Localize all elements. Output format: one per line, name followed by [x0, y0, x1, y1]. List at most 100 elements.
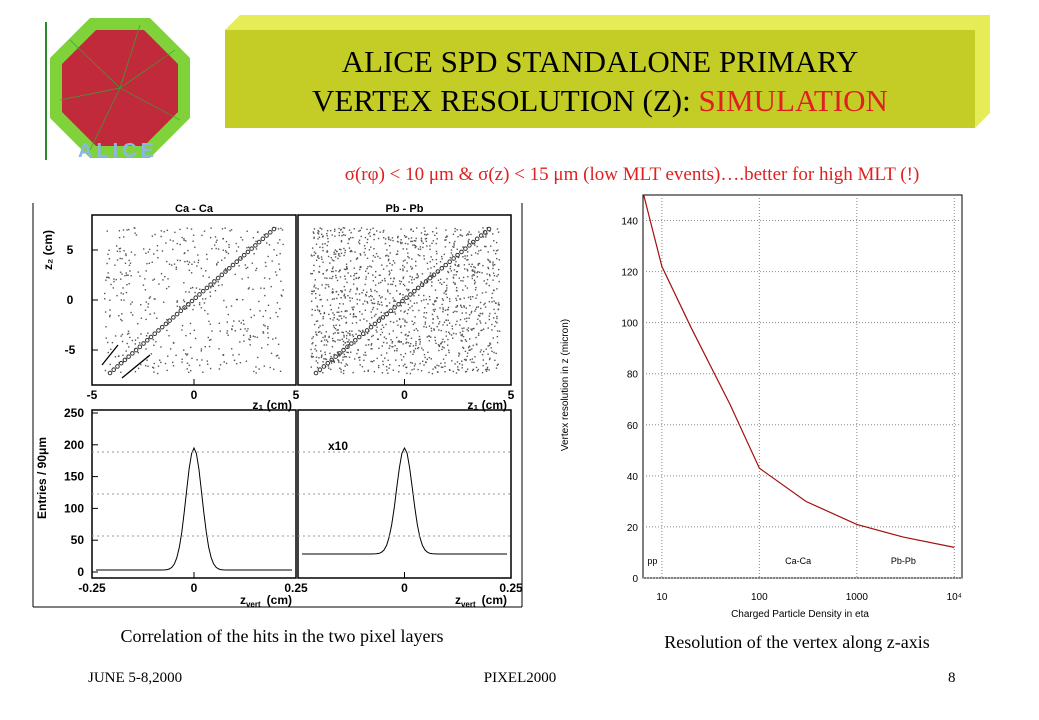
hit-dot: [184, 260, 186, 263]
hit-dot: [430, 358, 433, 360]
hit-dot: [455, 287, 458, 289]
hit-dot: [351, 250, 353, 253]
hit-dot: [153, 362, 155, 365]
hit-dot: [246, 230, 248, 232]
hit-dot: [389, 320, 392, 323]
correlation-dot: [404, 295, 409, 301]
title-text: VERTEX RESOLUTION (Z):: [312, 83, 698, 118]
hit-dot: [452, 233, 455, 235]
hit-dot: [224, 227, 226, 229]
hit-dot: [476, 245, 478, 248]
hit-dot: [371, 348, 373, 350]
hit-dot: [362, 303, 364, 305]
hit-dot: [415, 342, 417, 345]
hit-dot: [413, 244, 416, 246]
hit-dot: [281, 229, 284, 231]
hit-dot: [434, 301, 436, 303]
x-tick-label: 0: [191, 388, 198, 402]
correlation-dot: [474, 236, 480, 242]
hit-dot: [226, 330, 229, 332]
hit-dot: [394, 313, 397, 315]
hit-dot: [398, 341, 401, 343]
hit-dot: [343, 285, 345, 288]
hit-dot: [431, 313, 434, 316]
hit-dot: [382, 237, 385, 239]
hit-dot: [450, 252, 453, 254]
hit-dot: [462, 330, 464, 332]
hit-dot: [252, 237, 255, 239]
hit-dot: [243, 340, 245, 342]
hit-dot: [413, 329, 415, 332]
hit-dot: [433, 265, 435, 268]
hit-dot: [363, 318, 365, 320]
hit-dot: [454, 283, 456, 285]
hit-dot: [237, 258, 240, 261]
hit-dot: [449, 267, 451, 270]
hit-dot: [415, 328, 418, 330]
correlation-dot: [141, 341, 146, 346]
hit-dot: [345, 337, 348, 340]
hit-dot: [238, 353, 240, 356]
hit-dot: [363, 370, 366, 373]
hit-dot: [493, 351, 495, 354]
hit-dot: [445, 319, 447, 321]
hit-dot: [120, 318, 122, 321]
hit-dot: [359, 229, 361, 232]
y-tick-label: 50: [71, 533, 85, 547]
hit-dot: [238, 265, 240, 267]
hit-dot: [456, 320, 458, 323]
hit-dot: [361, 329, 364, 332]
hit-dot: [348, 247, 351, 249]
hit-dot: [406, 270, 408, 272]
hit-dot: [488, 273, 491, 276]
hit-dot: [438, 321, 441, 323]
hit-dot: [166, 260, 168, 263]
hit-dot: [172, 240, 174, 242]
hit-dot: [147, 303, 150, 305]
x-tick-label: 5: [293, 388, 300, 402]
hit-dot: [476, 294, 478, 296]
right-caption: Resolution of the vertex along z-axis: [664, 632, 929, 652]
hit-dot: [448, 351, 450, 354]
hit-dot: [278, 357, 280, 359]
hit-dot: [428, 335, 430, 337]
hit-dot: [166, 229, 169, 232]
hit-dot: [230, 348, 233, 350]
hit-dot: [445, 239, 447, 241]
hit-dot: [108, 277, 110, 279]
hit-dot: [492, 264, 494, 267]
hit-dot: [326, 235, 328, 237]
hit-dot: [277, 315, 279, 318]
hit-dot: [423, 325, 425, 328]
hit-dot: [188, 269, 191, 272]
hit-dot: [432, 322, 434, 324]
hit-dot: [315, 297, 317, 299]
hit-dot: [410, 240, 412, 243]
hit-dot: [137, 323, 139, 325]
hit-dot: [485, 291, 487, 293]
hit-dot: [347, 294, 349, 297]
hit-dot: [357, 349, 359, 351]
hit-dot: [347, 332, 349, 334]
correlation-dot: [380, 315, 386, 320]
correlation-dot: [411, 288, 417, 294]
hit-dot: [151, 235, 154, 237]
hit-dot: [239, 361, 242, 364]
hit-dot: [418, 335, 421, 338]
hit-dot: [198, 303, 201, 306]
hit-dot: [172, 361, 174, 364]
hit-dot: [255, 366, 257, 368]
hit-dot: [349, 334, 351, 336]
hit-dot: [377, 301, 379, 303]
hit-dot: [134, 227, 136, 229]
correlation-dot: [439, 265, 445, 271]
hit-dot: [498, 280, 500, 283]
hit-dot: [428, 356, 431, 359]
hit-dot: [370, 246, 372, 248]
scale-note: x10: [328, 439, 348, 453]
hit-dot: [355, 293, 357, 295]
correlation-dot: [212, 279, 217, 284]
hit-dot: [458, 353, 461, 355]
hit-dot: [386, 254, 388, 256]
hit-dot: [182, 349, 185, 351]
